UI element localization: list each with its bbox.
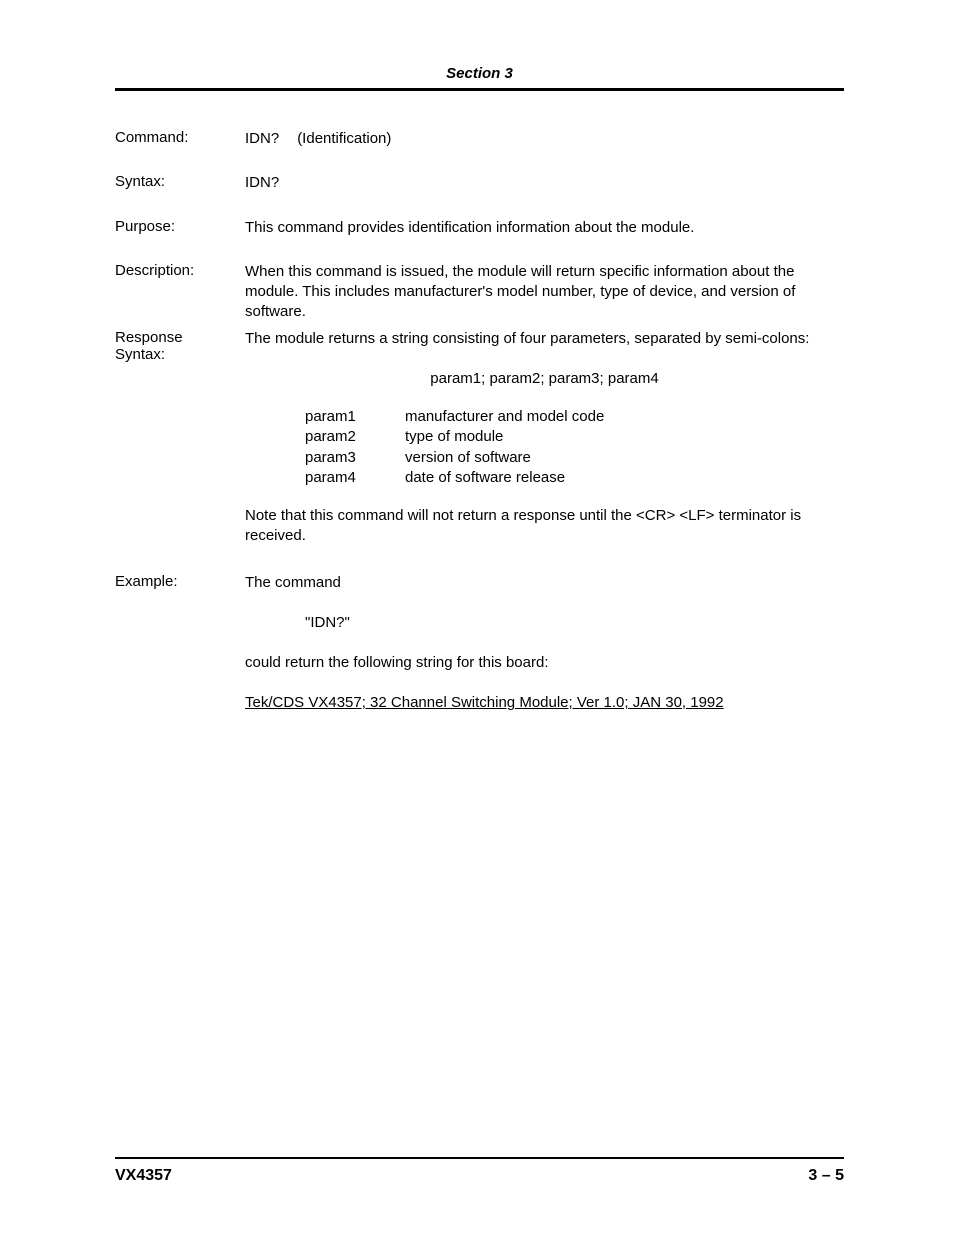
label-example: Example: bbox=[115, 573, 245, 590]
footer-line: VX4357 3 – 5 bbox=[115, 1167, 844, 1185]
spacer bbox=[115, 547, 844, 573]
content-purpose: This command provides identification inf… bbox=[245, 218, 844, 238]
param-desc-0: manufacturer and model code bbox=[405, 407, 604, 427]
row-command: Command: IDN? (Identification) bbox=[115, 129, 844, 149]
example-line3: could return the following string for th… bbox=[245, 653, 844, 673]
syntax-value: IDN? bbox=[245, 174, 279, 191]
row-syntax: Syntax: IDN? bbox=[115, 173, 844, 193]
label-response-syntax: Response Syntax: bbox=[115, 329, 245, 363]
content-description: When this command is issued, the module … bbox=[245, 262, 844, 323]
param-desc-1: type of module bbox=[405, 427, 503, 447]
example-line1: The command bbox=[245, 573, 844, 593]
row-description: Description: When this command is issued… bbox=[115, 262, 844, 323]
content-command: IDN? (Identification) bbox=[245, 129, 844, 149]
param-desc-2: version of software bbox=[405, 448, 531, 468]
footer-left: VX4357 bbox=[115, 1167, 172, 1185]
response-note: Note that this command will not return a… bbox=[245, 506, 844, 547]
param-key-2: param3 bbox=[305, 448, 375, 468]
param-row-3: param4 date of software release bbox=[305, 468, 844, 488]
param-row-0: param1 manufacturer and model code bbox=[305, 407, 844, 427]
param-key-3: param4 bbox=[305, 468, 375, 488]
footer-rule bbox=[115, 1157, 844, 1159]
param-desc-3: date of software release bbox=[405, 468, 565, 488]
label-syntax: Syntax: bbox=[115, 173, 245, 190]
command-paren: (Identification) bbox=[297, 129, 391, 149]
document-page: Section 3 Command: IDN? (Identification)… bbox=[0, 0, 954, 1235]
example-line2: "IDN?" bbox=[305, 613, 844, 633]
response-intro: The module returns a string consisting o… bbox=[245, 329, 844, 349]
param-row-2: param3 version of software bbox=[305, 448, 844, 468]
footer-right: 3 – 5 bbox=[808, 1167, 844, 1185]
param-key-0: param1 bbox=[305, 407, 375, 427]
param-key-1: param2 bbox=[305, 427, 375, 447]
command-name: IDN? bbox=[245, 129, 279, 149]
label-purpose: Purpose: bbox=[115, 218, 245, 235]
response-param-line: param1; param2; param3; param4 bbox=[245, 369, 844, 389]
page-footer: VX4357 3 – 5 bbox=[115, 1157, 844, 1185]
param-row-1: param2 type of module bbox=[305, 427, 844, 447]
row-example: Example: The command "IDN?" could return… bbox=[115, 573, 844, 714]
row-purpose: Purpose: This command provides identific… bbox=[115, 218, 844, 238]
row-response-syntax: Response Syntax: The module returns a st… bbox=[115, 329, 844, 547]
section-header: Section 3 bbox=[115, 65, 844, 82]
content-example: The command "IDN?" could return the foll… bbox=[245, 573, 844, 714]
label-response-l1: Response bbox=[115, 329, 245, 346]
label-command: Command: bbox=[115, 129, 245, 146]
content-syntax: IDN? bbox=[245, 173, 844, 193]
header-rule bbox=[115, 88, 844, 91]
label-response-l2: Syntax: bbox=[115, 346, 245, 363]
content-response: The module returns a string consisting o… bbox=[245, 329, 844, 547]
label-description: Description: bbox=[115, 262, 245, 279]
response-params-table: param1 manufacturer and model code param… bbox=[305, 407, 844, 488]
example-result: Tek/CDS VX4357; 32 Channel Switching Mod… bbox=[245, 693, 844, 713]
